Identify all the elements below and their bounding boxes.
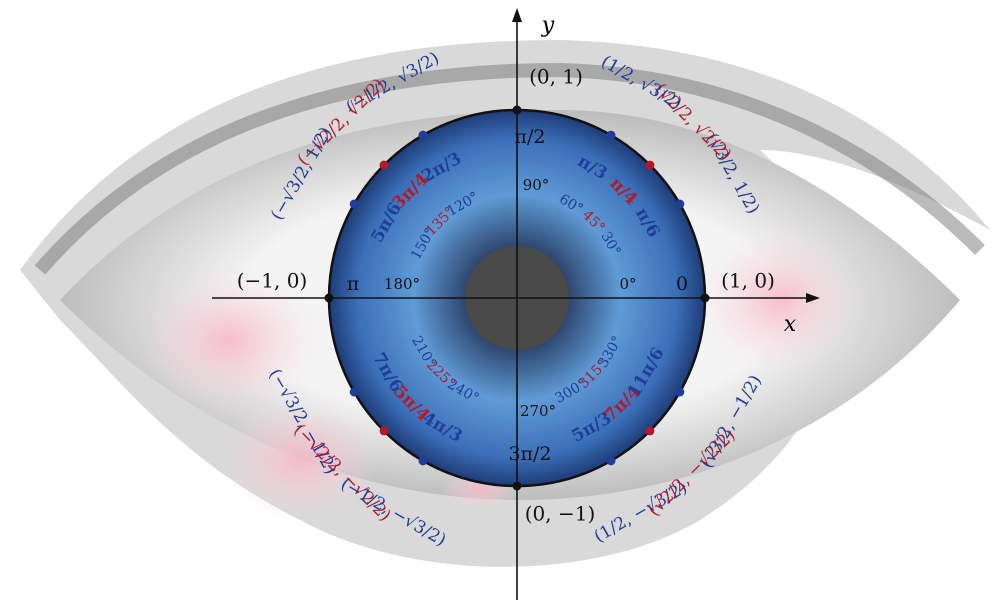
circle-point — [606, 456, 616, 466]
degree-label: 0° — [619, 275, 636, 293]
circle-point — [379, 426, 389, 436]
degree-label: 180° — [384, 275, 420, 293]
coordinate-label: (0, −1) — [525, 502, 596, 526]
circle-point — [324, 293, 334, 303]
circle-point — [675, 199, 685, 209]
degree-label: 90° — [523, 176, 550, 194]
circle-point — [418, 456, 428, 466]
circle-point — [645, 426, 655, 436]
radian-label: π — [347, 273, 360, 295]
radian-label: π/2 — [515, 126, 546, 148]
coordinate-label: (−1, 0) — [237, 269, 308, 293]
circle-point — [418, 130, 428, 140]
y-arrow — [512, 8, 522, 22]
x-axis-label: x — [784, 312, 797, 337]
coordinate-label: (0, 1) — [529, 65, 583, 89]
eye-background — [20, 40, 990, 567]
circle-point — [645, 160, 655, 170]
radian-label: 3π/2 — [508, 443, 551, 465]
circle-point — [349, 387, 359, 397]
x-arrow — [806, 293, 820, 303]
circle-point — [512, 105, 522, 115]
circle-point — [606, 130, 616, 140]
y-axis-label: y — [541, 13, 555, 38]
circle-point — [349, 199, 359, 209]
radian-label: 0 — [676, 273, 688, 295]
coordinate-label: (1, 0) — [721, 269, 775, 293]
circle-point — [512, 481, 522, 491]
circle-point — [700, 293, 710, 303]
degree-label: 270° — [520, 402, 556, 420]
circle-point — [675, 387, 685, 397]
circle-point — [379, 160, 389, 170]
